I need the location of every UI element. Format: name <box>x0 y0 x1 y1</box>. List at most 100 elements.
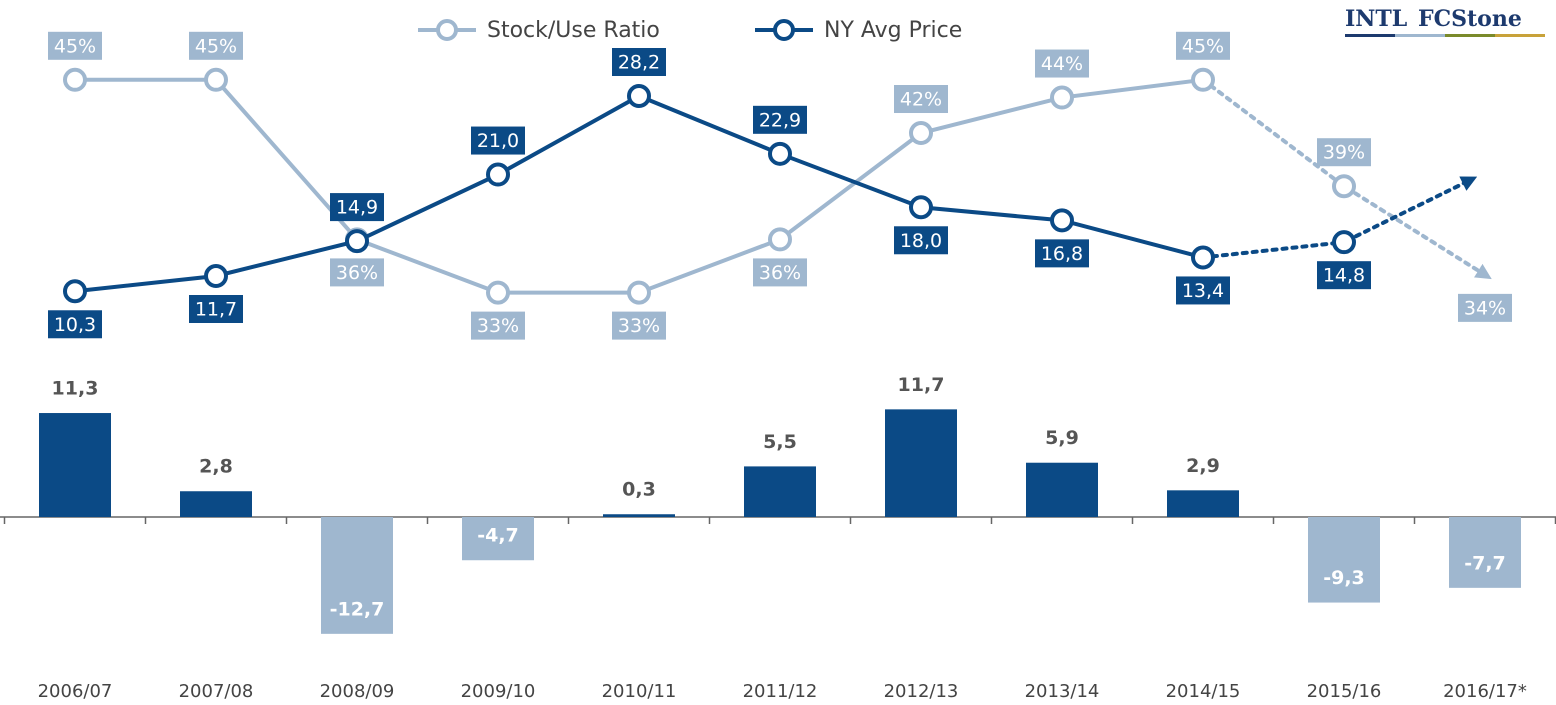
point <box>1050 208 1074 233</box>
data-label-box <box>330 258 384 287</box>
bar <box>1167 490 1239 517</box>
legend-label: NY Avg Price <box>824 18 962 43</box>
data-label: 33% <box>618 315 660 337</box>
logo-stripe <box>1345 34 1395 37</box>
data-label-box <box>1317 138 1371 167</box>
data-label: 11,3 <box>52 378 99 400</box>
series-line <box>74 93 1204 294</box>
point <box>345 229 369 254</box>
logo: INTL FCStone <box>1345 6 1545 37</box>
bar <box>744 466 816 517</box>
data-label: 10,3 <box>54 314 96 336</box>
data-label: -9,3 <box>1323 567 1365 589</box>
data-label: 14,8 <box>1323 265 1365 287</box>
data-label: -4,7 <box>477 525 519 547</box>
x-tick-label: 2014/15 <box>1166 681 1241 702</box>
bar <box>180 491 252 517</box>
point <box>204 264 228 288</box>
data-label: 2,8 <box>199 456 233 478</box>
bar <box>885 409 957 517</box>
point <box>204 67 228 92</box>
bar <box>603 514 675 517</box>
data-label-box <box>189 31 243 60</box>
data-label: 36% <box>336 262 378 284</box>
x-tick-label: 2011/12 <box>743 681 818 702</box>
data-label: 45% <box>1182 35 1224 57</box>
point <box>1332 230 1356 255</box>
x-tick-label: 2010/11 <box>602 681 677 702</box>
x-tick-label: 2015/16 <box>1307 681 1382 702</box>
data-label-box <box>612 48 666 76</box>
projection-arrow <box>1354 176 1478 239</box>
data-label-box <box>894 85 948 114</box>
x-tick-label: 2007/08 <box>179 681 254 702</box>
data-label: 11,7 <box>195 299 237 321</box>
data-label: 21,0 <box>477 130 519 152</box>
data-label-box <box>1317 261 1371 290</box>
point <box>63 67 87 92</box>
data-label: 33% <box>477 315 519 337</box>
point <box>63 279 87 304</box>
point <box>909 195 933 220</box>
data-label: 13,4 <box>1182 280 1224 302</box>
point <box>1050 85 1074 110</box>
bar <box>1449 517 1521 588</box>
series-line <box>75 77 1204 295</box>
legend-label: Stock/Use Ratio <box>487 18 660 43</box>
point <box>1191 245 1215 270</box>
data-label-box <box>1458 293 1512 322</box>
data-label: 45% <box>54 35 96 57</box>
bar <box>39 413 111 517</box>
bar <box>1026 462 1098 517</box>
data-label: 5,5 <box>763 431 797 453</box>
x-tick-label: 2009/10 <box>461 681 536 702</box>
data-label-box <box>1035 49 1089 78</box>
x-tick-label: 2006/07 <box>38 681 113 702</box>
bar <box>1308 517 1380 603</box>
data-label-box <box>471 311 525 340</box>
data-label: 45% <box>195 35 237 57</box>
data-label: 42% <box>900 89 942 111</box>
data-label: 14,9 <box>336 197 378 219</box>
point <box>486 280 510 305</box>
data-label: 0,3 <box>622 479 656 501</box>
data-label-box <box>1035 239 1089 268</box>
logo-left: INTL <box>1345 6 1407 32</box>
logo-stripe <box>1495 34 1545 37</box>
data-label: 5,9 <box>1045 427 1079 449</box>
data-label: 16,8 <box>1041 243 1083 265</box>
legend-marker <box>773 19 795 41</box>
point <box>627 280 651 305</box>
data-label: 2,9 <box>1186 455 1220 477</box>
data-label-box <box>1176 276 1230 305</box>
data-label-box <box>48 31 102 60</box>
point <box>768 141 792 166</box>
x-tick-label: 2012/13 <box>884 681 959 702</box>
x-tick-label: 2008/09 <box>320 681 395 702</box>
data-label: 36% <box>759 262 801 284</box>
x-tick-label: 2013/14 <box>1025 681 1100 702</box>
data-label-box <box>471 126 525 155</box>
data-label: 18,0 <box>900 230 942 252</box>
data-label: 34% <box>1464 297 1506 319</box>
projection-line <box>1201 240 1346 260</box>
point <box>909 121 933 146</box>
logo-stripe <box>1445 34 1495 37</box>
data-label: 22,9 <box>759 109 801 131</box>
projection-line <box>1201 77 1492 280</box>
data-label-box <box>753 105 807 134</box>
point <box>627 84 651 108</box>
bar <box>462 517 534 561</box>
data-label-box <box>48 310 102 339</box>
data-label-box <box>330 193 384 222</box>
data-label: 11,7 <box>898 374 945 396</box>
point <box>1332 174 1356 199</box>
logo-right: FCStone <box>1418 6 1522 32</box>
data-label: -12,7 <box>330 598 385 620</box>
data-label-box <box>1176 31 1230 60</box>
data-label-box <box>612 311 666 340</box>
point <box>768 227 792 252</box>
data-label: 39% <box>1323 142 1365 164</box>
data-label-box <box>189 295 243 323</box>
